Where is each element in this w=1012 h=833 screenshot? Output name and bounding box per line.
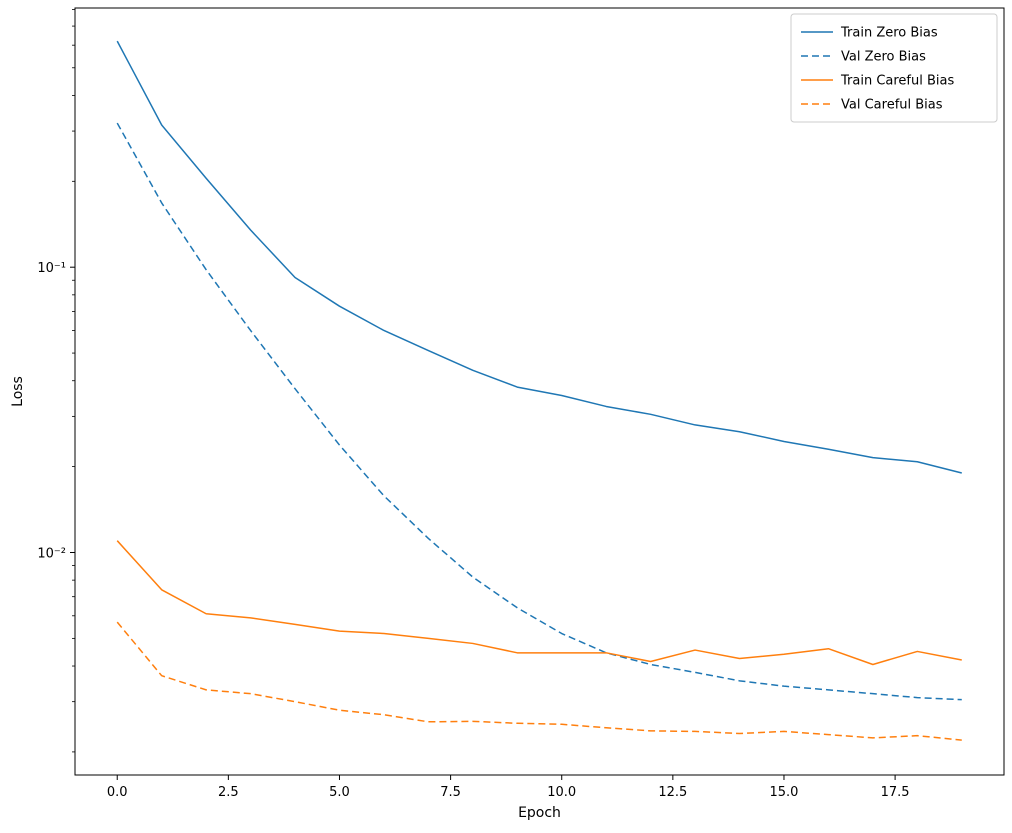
legend-box [790,13,998,123]
axes-frame [74,7,1005,776]
legend-label: Val Careful Bias [841,98,943,113]
y-tick-label: 10⁻² [37,546,66,561]
legend-label: Train Careful Bias [840,74,954,89]
series-line-train-careful-bias [116,540,962,666]
legend-label: Val Zero Bias [841,50,926,65]
x-tick-label: 2.5 [218,785,239,800]
series-line-val-zero-bias [116,122,962,701]
x-tick-label: 0.0 [107,785,128,800]
x-axis-label: Epoch [518,805,561,821]
x-tick-label: 12.5 [658,785,687,800]
x-tick-label: 17.5 [881,785,910,800]
x-tick-label: 15.0 [769,785,798,800]
legend-label: Train Zero Bias [840,26,938,41]
y-tick-label: 10⁻¹ [37,261,66,276]
x-tick-label: 7.5 [440,785,461,800]
y-axis-label: Loss [10,376,26,407]
x-tick-label: 10.0 [547,785,576,800]
series-line-train-zero-bias [116,40,962,474]
series-line-val-careful-bias [116,621,962,741]
x-tick-label: 5.0 [329,785,350,800]
